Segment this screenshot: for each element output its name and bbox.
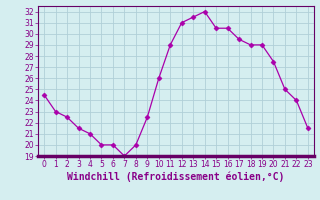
X-axis label: Windchill (Refroidissement éolien,°C): Windchill (Refroidissement éolien,°C) xyxy=(67,172,285,182)
